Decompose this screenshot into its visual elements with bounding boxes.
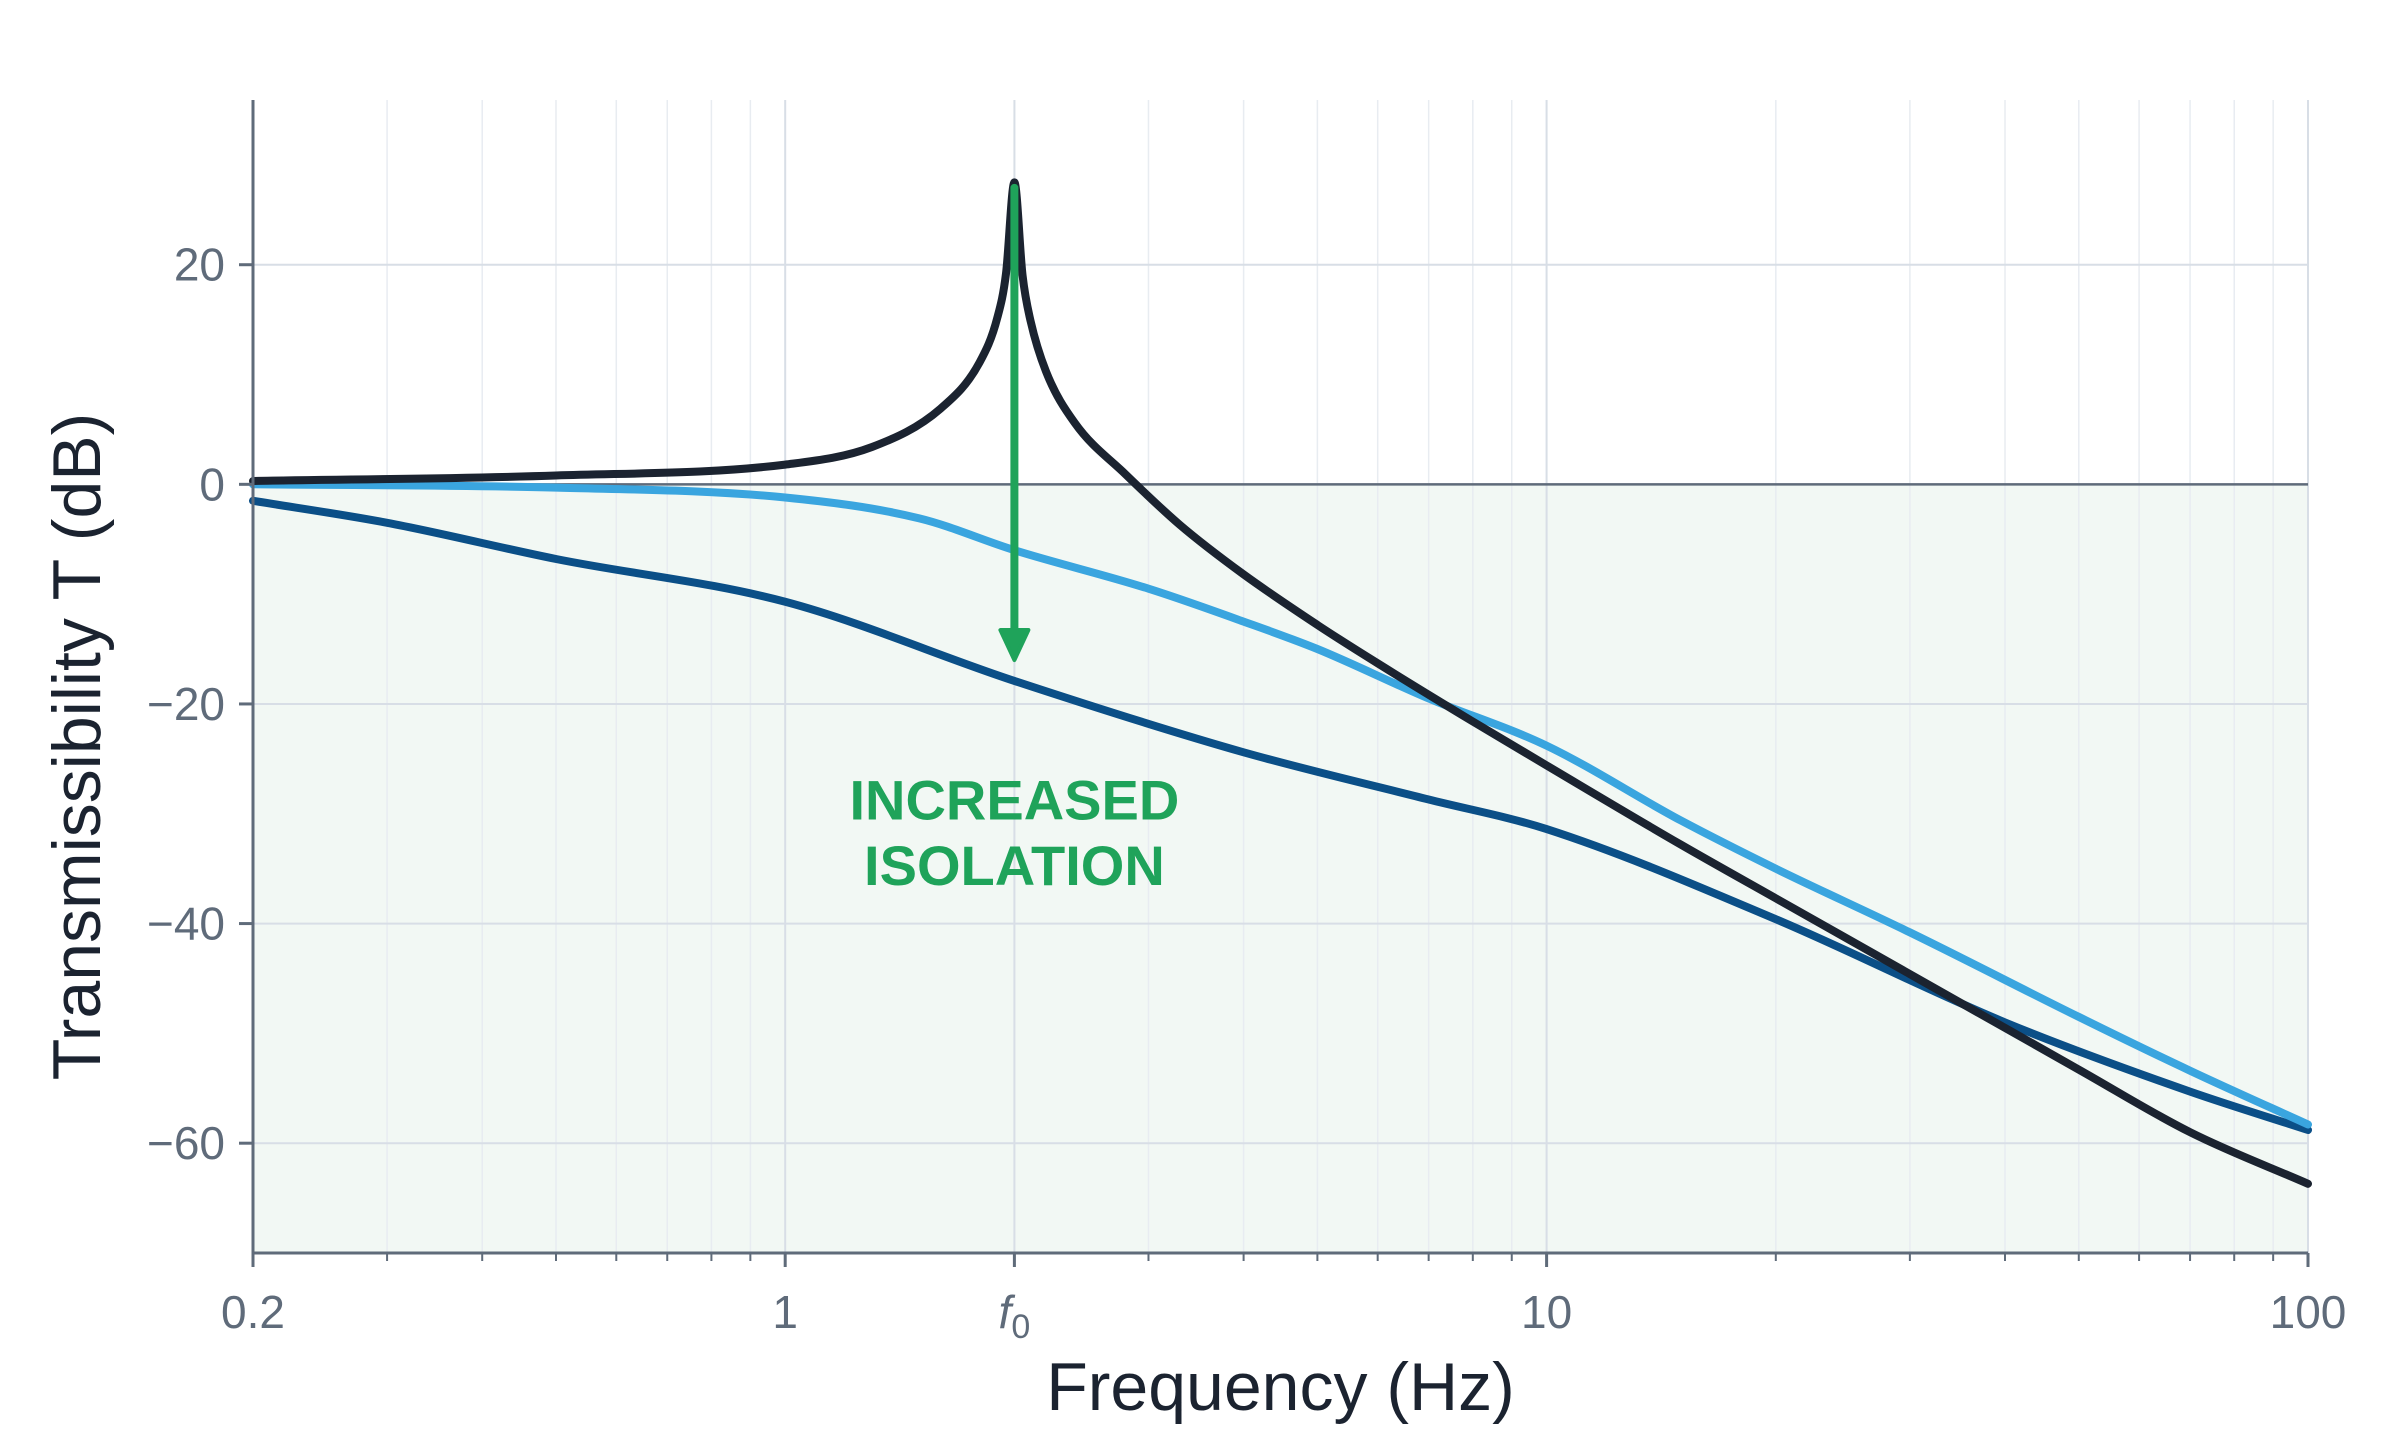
shaded-isolation-region [253, 484, 2308, 1253]
annotation-label-line-1: INCREASED [849, 768, 1179, 831]
x-axis-ticks: 0.2 1 f0 10 100 [221, 1253, 2346, 1346]
x-tick-label: 0.2 [221, 1286, 285, 1338]
y-tick-label: −40 [147, 898, 225, 950]
y-axis-ticks: 20 0 −20 −40 −60 [147, 239, 253, 1169]
x-tick-label: 100 [2270, 1286, 2347, 1338]
series-line-1 [249, 178, 2312, 1188]
x-tick-label-main: f [999, 1286, 1016, 1338]
series-layer [249, 178, 2312, 1188]
x-tick-label: 1 [772, 1286, 798, 1338]
y-tick-label: −20 [147, 678, 225, 730]
x-tick-label: f0 [999, 1286, 1031, 1346]
y-tick-label: −60 [147, 1117, 225, 1169]
series-line-3 [249, 496, 2312, 1134]
y-axis-title: Transmissibility T (dB) [39, 413, 115, 1081]
y-tick-label: 20 [174, 239, 225, 291]
x-tick-label-subscript: 0 [1011, 1308, 1030, 1346]
annotation-arrow-head [998, 628, 1031, 663]
y-tick-label: 0 [199, 458, 225, 510]
series-line-2 [249, 480, 2312, 1129]
x-tick-label: 10 [1521, 1286, 1572, 1338]
x-axis-title: Frequency (Hz) [1046, 1349, 1515, 1425]
annotation-label-line-2: ISOLATION [864, 834, 1165, 897]
